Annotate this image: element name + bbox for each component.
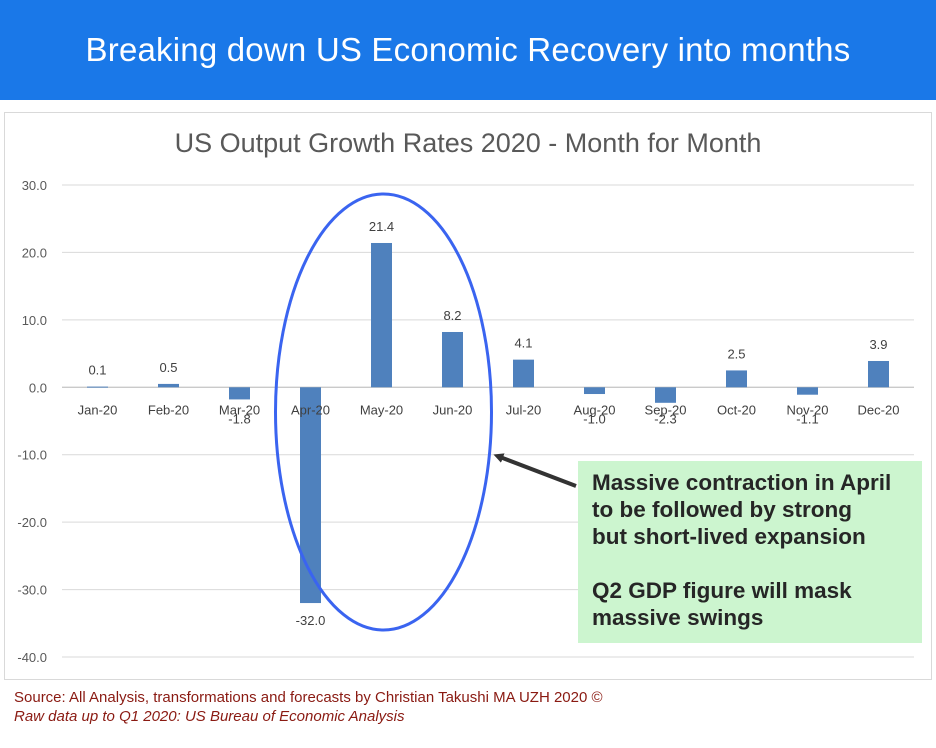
highlight-ellipse	[274, 192, 493, 632]
annotation-callout: Massive contraction in April to be follo…	[578, 461, 922, 643]
banner-title: Breaking down US Economic Recovery into …	[85, 31, 851, 68]
y-tick-label: 20.0	[22, 245, 47, 260]
source-line-1: Source: All Analysis, transformations an…	[14, 689, 603, 706]
y-tick-label: 10.0	[22, 313, 47, 328]
y-tick-label: -30.0	[17, 583, 47, 598]
source-line-2: Raw data up to Q1 2020: US Bureau of Eco…	[14, 708, 405, 725]
callout-line-3: but short-lived expansion	[592, 524, 866, 549]
callout-line-1: Massive contraction in April	[592, 470, 892, 495]
data-label: -1.8	[228, 411, 250, 426]
callout-line-4: Q2 GDP figure will mask	[592, 578, 852, 603]
bar	[158, 383, 179, 388]
bar	[513, 359, 534, 388]
callout-line-2: to be followed by strong	[592, 497, 852, 522]
x-tick-label: Apr-20	[291, 402, 330, 417]
bar	[371, 242, 392, 388]
x-tick-label: Aug-20	[574, 402, 616, 417]
bar	[87, 386, 108, 388]
data-label: -1.1	[796, 411, 818, 426]
data-label: -1.0	[583, 411, 605, 426]
x-tick-label: May-20	[360, 402, 403, 417]
banner: Breaking down US Economic Recovery into …	[0, 0, 936, 100]
bar	[726, 370, 747, 388]
data-label: 4.1	[514, 336, 532, 351]
data-label: 21.4	[369, 219, 394, 234]
y-tick-label: 0.0	[29, 380, 47, 395]
x-tick-label: Sep-20	[645, 402, 687, 417]
y-tick-label: 30.0	[22, 178, 47, 193]
y-tick-label: -40.0	[17, 650, 47, 665]
x-tick-label: Nov-20	[787, 402, 829, 417]
bar	[229, 387, 250, 400]
bar	[584, 387, 605, 395]
x-tick-label: Jun-20	[433, 402, 473, 417]
data-label: -32.0	[296, 613, 326, 628]
data-label: -2.3	[654, 411, 676, 426]
chart-title: US Output Growth Rates 2020 - Month for …	[174, 128, 762, 158]
y-tick-label: -10.0	[17, 448, 47, 463]
x-tick-label: Feb-20	[148, 402, 189, 417]
source-note: Source: All Analysis, transformations an…	[14, 688, 603, 726]
x-tick-label: Dec-20	[858, 402, 900, 417]
x-tick-label: Jan-20	[78, 402, 118, 417]
y-tick-label: -20.0	[17, 515, 47, 530]
bar	[797, 387, 818, 395]
data-label: 2.5	[727, 346, 745, 361]
bar	[442, 331, 463, 388]
bar	[868, 360, 889, 388]
annotation-arrow	[493, 453, 577, 488]
x-tick-label: Jul-20	[506, 402, 541, 417]
data-label: 8.2	[443, 308, 461, 323]
x-tick-label: Oct-20	[717, 402, 756, 417]
data-label: 3.9	[869, 337, 887, 352]
bar	[655, 387, 676, 403]
data-label: 0.1	[88, 363, 106, 378]
callout-line-5: massive swings	[592, 605, 764, 630]
x-tick-label: Mar-20	[219, 402, 260, 417]
data-label: 0.5	[159, 360, 177, 375]
bar	[300, 387, 321, 604]
